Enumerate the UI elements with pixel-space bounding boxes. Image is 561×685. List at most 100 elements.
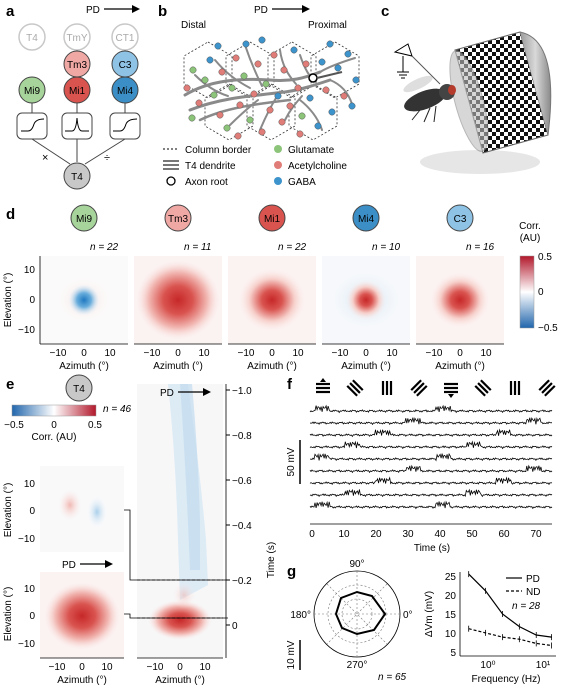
panel-e-yticks: 10 0 −10 10 0 −10 [18, 479, 35, 650]
svg-text:5: 5 [450, 648, 456, 659]
panel-e-time-axis: −1.0 −0.8 −0.6 −0.4 −0.2 0 Time (s) [225, 384, 277, 658]
svg-text:10: 10 [24, 265, 36, 276]
svg-text:0: 0 [81, 348, 87, 359]
t4-rf-negative-time [40, 466, 124, 552]
trace-5 [309, 464, 553, 474]
neuron-t4-e: T4 [65, 374, 93, 402]
t4-space-time-map [137, 384, 223, 658]
svg-text:n = 11: n = 11 [184, 242, 211, 253]
panel-label-e: e [6, 376, 14, 393]
neuron-mi4: Mi4 [111, 76, 139, 104]
svg-text:−0.5: −0.5 [538, 323, 558, 334]
svg-text:10: 10 [24, 584, 36, 595]
svg-text:−0.4: −0.4 [232, 521, 252, 532]
op-multiply: × [42, 152, 48, 164]
panel-e-n: n = 46 [103, 404, 132, 415]
rf-map-mi4: Mi4 n = 10 [322, 204, 410, 344]
svg-text:10: 10 [445, 629, 457, 640]
legend-axon-root: Axon root [185, 177, 228, 188]
svg-text:−0.8: −0.8 [232, 431, 252, 442]
svg-text:50: 50 [466, 529, 478, 540]
svg-text:−10: −10 [18, 325, 35, 336]
trace-1 [309, 417, 553, 426]
svg-text:−0.5: −0.5 [4, 420, 24, 431]
panel-b-pd-label: PD [254, 5, 268, 16]
svg-text:0: 0 [29, 506, 35, 517]
svg-text:T4: T4 [73, 384, 85, 395]
rf-map-tm3: Tm3 n = 11 [134, 204, 222, 344]
panel-label-a: a [6, 3, 15, 20]
panel-g-scalebar: 10 mV [286, 640, 301, 670]
svg-text:Azimuth (°): Azimuth (°) [57, 675, 107, 685]
panel-label-g: g [287, 563, 296, 580]
svg-text:10 mV: 10 mV [286, 640, 297, 669]
svg-text:10: 10 [292, 348, 304, 359]
svg-text:Time (s): Time (s) [414, 543, 450, 554]
rf-map-mi9: Mi9 n = 22 [40, 204, 128, 344]
svg-text:Azimuth (°): Azimuth (°) [59, 361, 109, 372]
frequency-tuning-chart: 25 20 15 10 5 10⁰ 10¹ Frequency (Hz) ΔVm… [424, 571, 556, 685]
rf-map-c3: C3 n = 16 [416, 204, 504, 344]
svg-text:0: 0 [538, 287, 544, 298]
proximal-label: Proximal [308, 20, 347, 31]
panel-d-colorbar: Corr. (AU) 0.5 0 −0.5 [519, 221, 558, 334]
svg-text:60: 60 [498, 529, 510, 540]
svg-text:TmY: TmY [66, 33, 87, 44]
filter-box-mi1 [61, 112, 93, 140]
svg-text:0°: 0° [403, 610, 413, 621]
svg-text:n = 16: n = 16 [466, 242, 495, 253]
svg-text:Tm3: Tm3 [168, 214, 188, 225]
svg-text:25: 25 [445, 572, 457, 583]
panel-d-ylabel: Elevation (°) [3, 273, 14, 328]
svg-text:n = 22: n = 22 [90, 242, 119, 253]
svg-text:0: 0 [79, 662, 85, 673]
trace-3 [309, 440, 553, 450]
svg-text:10: 10 [480, 348, 492, 359]
svg-text:Azimuth (°): Azimuth (°) [155, 675, 205, 685]
svg-text:20: 20 [445, 591, 457, 602]
neuron-mi9: Mi9 [18, 76, 46, 104]
neuron-t4-top: T4 [18, 23, 46, 51]
panel-f-xaxis: 0 10 20 30 40 50 60 70 Time (s) [309, 523, 552, 554]
svg-text:−10: −10 [49, 662, 66, 673]
svg-text:Time (s): Time (s) [266, 542, 277, 578]
svg-text:−10: −10 [50, 348, 67, 359]
neuron-ct1: CT1 [111, 23, 139, 51]
svg-text:Corr. (AU): Corr. (AU) [32, 432, 77, 443]
svg-text:15: 15 [445, 610, 457, 621]
svg-text:10⁰: 10⁰ [480, 660, 495, 671]
t4-dendrite-skeleton [183, 44, 356, 131]
trace-7 [309, 488, 553, 498]
panel-g-line-n: n = 28 [512, 601, 541, 612]
panel-label-b: b [158, 3, 167, 20]
svg-text:Azimuth (°): Azimuth (°) [247, 361, 297, 372]
panel-a-pd-label: PD [86, 5, 100, 16]
neuron-mi1: Mi1 [63, 76, 91, 104]
membrane-potential-traces [309, 404, 553, 510]
svg-text:270°: 270° [347, 660, 368, 671]
filter-box-mi4 [109, 112, 141, 140]
svg-text:10¹: 10¹ [536, 660, 551, 671]
svg-text:−1.0: −1.0 [232, 386, 252, 397]
svg-text:Mi1: Mi1 [264, 214, 281, 225]
svg-text:Frequency (Hz): Frequency (Hz) [472, 674, 541, 685]
fly-setup-illustration [393, 31, 552, 174]
panel-e-pd-label-2: PD [160, 388, 174, 399]
svg-text:30: 30 [402, 529, 414, 540]
svg-text:50 mV: 50 mV [286, 447, 297, 476]
trace-0 [309, 404, 553, 414]
legend-column-border: Column border [185, 145, 252, 156]
svg-text:10: 10 [101, 662, 113, 673]
legend-nd: ND [526, 587, 540, 598]
svg-text:Mi1: Mi1 [69, 86, 86, 97]
legend-glutamate: Glutamate [288, 145, 335, 156]
grating-direction-icons [316, 378, 556, 398]
svg-text:−10: −10 [18, 639, 35, 650]
trace-4 [309, 452, 553, 462]
panel-e-connectors [124, 509, 228, 619]
svg-text:Corr.: Corr. [519, 221, 541, 232]
trace-2 [309, 428, 553, 438]
svg-text:Mi9: Mi9 [76, 214, 93, 225]
panel-b-legend: Column border T4 dendrite Axon root Glut… [163, 145, 347, 188]
svg-text:10: 10 [386, 348, 398, 359]
